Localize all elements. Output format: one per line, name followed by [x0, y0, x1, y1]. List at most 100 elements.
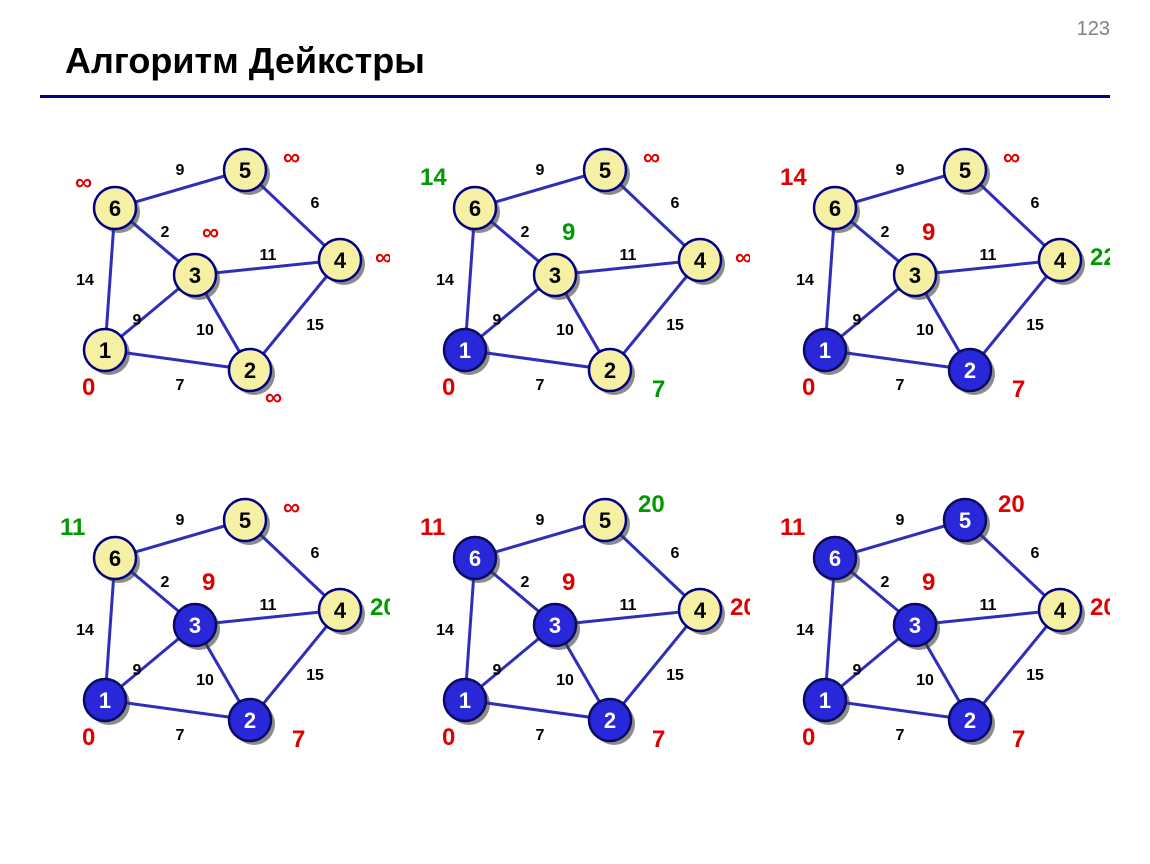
node-label: 5	[959, 508, 971, 533]
edge-weight: 11	[260, 597, 277, 614]
edge-weight: 7	[176, 377, 185, 394]
edge-weight: 10	[196, 672, 214, 689]
edge-weight: 2	[521, 224, 530, 241]
edge-weight: 2	[161, 574, 170, 591]
panel: 7914101511269123456079202011	[760, 480, 1110, 770]
distance-label: ∞	[643, 144, 660, 171]
panel: 791410151126912345607920∞11	[40, 480, 390, 770]
distance-label: 0	[442, 724, 455, 751]
edge-weight: 14	[796, 622, 814, 639]
page-number: 123	[1077, 18, 1110, 41]
edge-weight: 10	[556, 672, 574, 689]
edge-weight: 11	[980, 597, 997, 614]
distance-label: ∞	[283, 144, 300, 171]
edge-weight: 9	[176, 162, 185, 179]
panel: 7914101511269123456079∞∞14	[400, 130, 750, 420]
edge-weight: 9	[853, 312, 862, 329]
distance-label: 9	[562, 569, 575, 596]
node-label: 2	[604, 358, 616, 383]
node-label: 6	[469, 546, 481, 571]
edge-weight: 2	[161, 224, 170, 241]
diagram-grid: 79141015112691234560∞∞∞∞∞791410151126912…	[40, 130, 1110, 770]
distance-label: 0	[802, 374, 815, 401]
distance-label: ∞	[265, 384, 282, 411]
distance-label: 7	[1012, 376, 1025, 403]
edge-weight: 7	[896, 727, 905, 744]
distance-label: 7	[652, 376, 665, 403]
node-label: 6	[469, 196, 481, 221]
distance-label: 20	[730, 594, 750, 621]
edge-weight: 7	[176, 727, 185, 744]
edge-weight: 11	[980, 247, 997, 264]
distance-label: 0	[82, 374, 95, 401]
edge-weight: 10	[916, 322, 934, 339]
node-label: 6	[109, 546, 121, 571]
distance-label: 9	[562, 219, 575, 246]
node-label: 3	[549, 263, 561, 288]
distance-label: 11	[60, 514, 85, 541]
edge-weight: 14	[436, 272, 454, 289]
edge-weight: 15	[306, 317, 324, 334]
distance-label: 0	[802, 724, 815, 751]
distance-label: 11	[420, 514, 445, 541]
edge-weight: 11	[260, 247, 277, 264]
node-label: 3	[189, 263, 201, 288]
node-label: 5	[239, 508, 251, 533]
edge-weight: 15	[666, 667, 684, 684]
edge-weight: 9	[853, 662, 862, 679]
node-label: 2	[604, 708, 616, 733]
node-label: 5	[959, 158, 971, 183]
graph-panel: 7914101511269123456079202011	[400, 480, 750, 770]
node-label: 6	[829, 546, 841, 571]
node-label: 4	[694, 598, 707, 623]
edge-weight: 10	[916, 672, 934, 689]
edge-weight: 7	[536, 377, 545, 394]
node-label: 6	[109, 196, 121, 221]
node-label: 5	[239, 158, 251, 183]
edge-weight: 9	[133, 312, 142, 329]
panel: 791410151126912345607922∞14	[760, 130, 1110, 420]
edge-weight: 6	[1031, 195, 1040, 212]
edge-weight: 14	[436, 622, 454, 639]
edge-weight: 9	[176, 512, 185, 529]
distance-label: 9	[922, 569, 935, 596]
edge-weight: 15	[1026, 667, 1044, 684]
edge-weight: 2	[881, 574, 890, 591]
distance-label: 7	[652, 726, 665, 753]
edge-weight: 6	[671, 545, 680, 562]
distance-label: ∞	[1003, 144, 1020, 171]
edge-weight: 9	[896, 162, 905, 179]
edge-weight: 15	[1026, 317, 1044, 334]
edge-weight: 2	[521, 574, 530, 591]
panel: 7914101511269123456079202011	[400, 480, 750, 770]
edge-weight: 9	[133, 662, 142, 679]
edge-weight: 6	[671, 195, 680, 212]
edge-weight: 6	[311, 195, 320, 212]
distance-label: 20	[998, 491, 1025, 518]
node-label: 4	[1054, 248, 1067, 273]
graph-panel: 7914101511269123456079202011	[760, 480, 1110, 770]
edge-weight: 11	[620, 597, 637, 614]
node-label: 2	[244, 708, 256, 733]
distance-label: ∞	[735, 244, 750, 271]
node-label: 1	[99, 338, 111, 363]
node-label: 4	[334, 598, 347, 623]
edge-weight: 11	[620, 247, 637, 264]
distance-label: 7	[292, 726, 305, 753]
node-label: 3	[189, 613, 201, 638]
edge-weight: 15	[666, 317, 684, 334]
node-label: 1	[819, 338, 831, 363]
distance-label: ∞	[202, 219, 219, 246]
distance-label: 14	[780, 164, 807, 191]
distance-label: 9	[922, 219, 935, 246]
distance-label: 9	[202, 569, 215, 596]
edge-weight: 9	[493, 662, 502, 679]
distance-label: 7	[1012, 726, 1025, 753]
distance-label: ∞	[75, 169, 92, 196]
distance-label: 11	[780, 514, 805, 541]
node-label: 4	[694, 248, 707, 273]
node-label: 1	[819, 688, 831, 713]
edge-weight: 9	[536, 162, 545, 179]
graph-panel: 7914101511269123456079∞∞14	[400, 130, 750, 420]
page-title: Алгоритм Дейкстры	[65, 40, 425, 82]
